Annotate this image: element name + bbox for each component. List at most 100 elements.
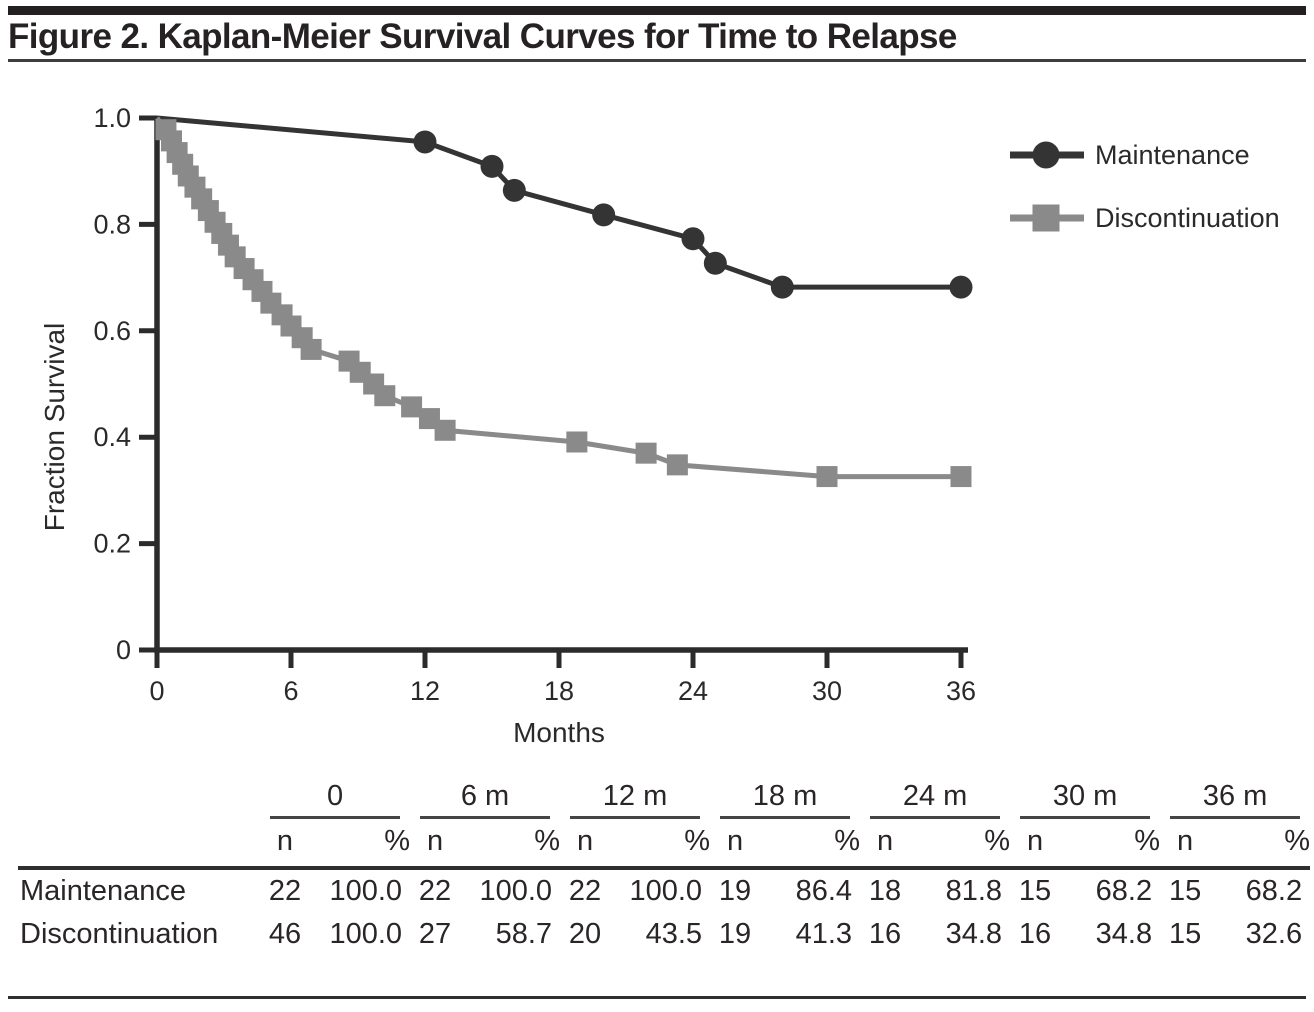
x-axis-label: Months [513,717,605,748]
y-axis-label: Fraction Survival [39,323,70,532]
km-chart-svg: 0 0.2 0.4 0.6 0.8 1.0 0 6 12 18 24 30 36 Months Fracti… [39,103,1280,748]
title-underline [8,59,1306,62]
pct-header-cell: % [310,819,411,870]
n-value: 22 [268,875,302,907]
table-row: Discontinuation 46 100.0 27 58.7 20 43.5 19 41.3… [18,913,1310,956]
y-tick-label: 0.2 [93,529,131,559]
maintenance-marker [502,178,526,202]
y-tick-label: 0 [116,635,131,665]
pct-value: 100.0 [479,875,553,907]
discontinuation-marker [566,431,588,453]
time-header-row: 0 6 m 12 m 18 m 24 m 30 m 36 m [18,780,1310,819]
pct-value: 100.0 [329,875,403,907]
time-header-label: 6 m [420,780,551,819]
pct-value: 86.4 [795,875,853,907]
corner-cell [18,780,260,819]
n-value: 22 [418,875,452,907]
n-header-cell: n [860,819,911,870]
pct-header-cell: % [1210,819,1311,870]
discontinuation-marker [374,385,396,407]
time-header-cell: 30 m [1010,780,1160,819]
maintenance-marker [592,203,616,227]
n-value: 20 [568,918,602,950]
discontinuation-marker [300,338,322,360]
pct-value: 43.5 [645,918,703,950]
maintenance-marker [949,275,973,299]
n-value: 27 [418,918,452,950]
time-header-cell: 12 m [560,780,710,819]
pct-value: 100.0 [329,918,403,950]
n-header-cell: n [560,819,611,870]
pct-value: 68.2 [1095,875,1153,907]
n-value: 15 [1168,875,1202,907]
time-header-cell: 6 m [410,780,560,819]
time-header-label: 18 m [720,780,851,819]
y-tick-label: 0.4 [93,422,131,452]
x-tick-label: 24 [678,676,708,706]
y-tick-label: 1.0 [93,103,131,133]
pct-value: 34.8 [945,918,1003,950]
axes [154,116,968,653]
pct-header-cell: % [760,819,861,870]
corner-cell [18,819,260,870]
n-value: 15 [1018,875,1052,907]
time-header-cell: 18 m [710,780,860,819]
time-header-label: 30 m [1020,780,1151,819]
pct-value: 41.3 [795,918,853,950]
maintenance-line [156,115,961,290]
time-header-cell: 36 m [1160,780,1310,819]
figure-bottom-rule [8,996,1306,999]
row-label: Maintenance [20,875,187,907]
n-value: 15 [1168,918,1202,950]
x-tick-label: 0 [149,676,164,706]
n-value: 18 [868,875,902,907]
row-label: Discontinuation [20,918,219,950]
pct-value: 58.7 [495,918,553,950]
risk-table-body: Maintenance 22 100.0 22 100.0 22 100.0 19 86.4 18… [18,868,1310,956]
time-header-label: 24 m [870,780,1001,819]
risk-table-head: 0 6 m 12 m 18 m 24 m 30 m 36 m n% n% n% n% n% n% n% [18,780,1311,870]
pct-value: 68.2 [1245,875,1303,907]
legend-discontinuation-marker [1032,204,1060,232]
pct-header-cell: % [1060,819,1161,870]
n-header-cell: n [1010,819,1061,870]
n-value: 19 [718,918,752,950]
pct-header-cell: % [460,819,561,870]
km-chart: 0 0.2 0.4 0.6 0.8 1.0 0 6 12 18 24 30 36 Months Fracti… [0,75,1314,773]
x-tick-label: 12 [410,676,440,706]
y-tick-label: 0.6 [93,316,131,346]
pct-value: 32.6 [1245,918,1303,950]
pct-value: 34.8 [1095,918,1153,950]
maintenance-marker [681,227,705,251]
table-row: Maintenance 22 100.0 22 100.0 22 100.0 19 86.4 18… [18,868,1310,913]
n-value: 16 [1018,918,1052,950]
legend-discontinuation-label: Discontinuation [1095,203,1280,233]
risk-table: 0 6 m 12 m 18 m 24 m 30 m 36 m n% n% n% n% n% n% n% M… [18,780,1311,956]
discontinuation-marker [816,466,838,488]
discontinuation-marker [401,396,423,418]
time-header-cell: 24 m [860,780,1010,819]
x-tick-label: 18 [544,676,574,706]
maintenance-marker [703,251,727,275]
n-header-cell: n [260,819,310,870]
n-header-cell: n [1160,819,1211,870]
discontinuation-marker [950,466,972,488]
n-value: 16 [868,918,902,950]
x-tick-label: 36 [946,676,976,706]
n-header-cell: n [710,819,761,870]
legend-maintenance-marker [1032,141,1060,169]
top-rule-bar [8,6,1306,15]
pct-header-cell: % [610,819,711,870]
time-header-label: 12 m [570,780,701,819]
time-header-cell: 0 [260,780,410,819]
n-value: 22 [568,875,602,907]
pct-header-cell: % [910,819,1011,870]
figure-title: Figure 2. Kaplan-Meier Survival Curves f… [8,17,957,56]
time-header-label: 36 m [1170,780,1301,819]
y-tick-label: 0.8 [93,209,131,239]
legend-maintenance-label: Maintenance [1095,140,1250,170]
x-tick-label: 30 [812,676,842,706]
time-header-label: 0 [270,780,401,819]
subheader-row: n% n% n% n% n% n% n% [18,819,1311,870]
